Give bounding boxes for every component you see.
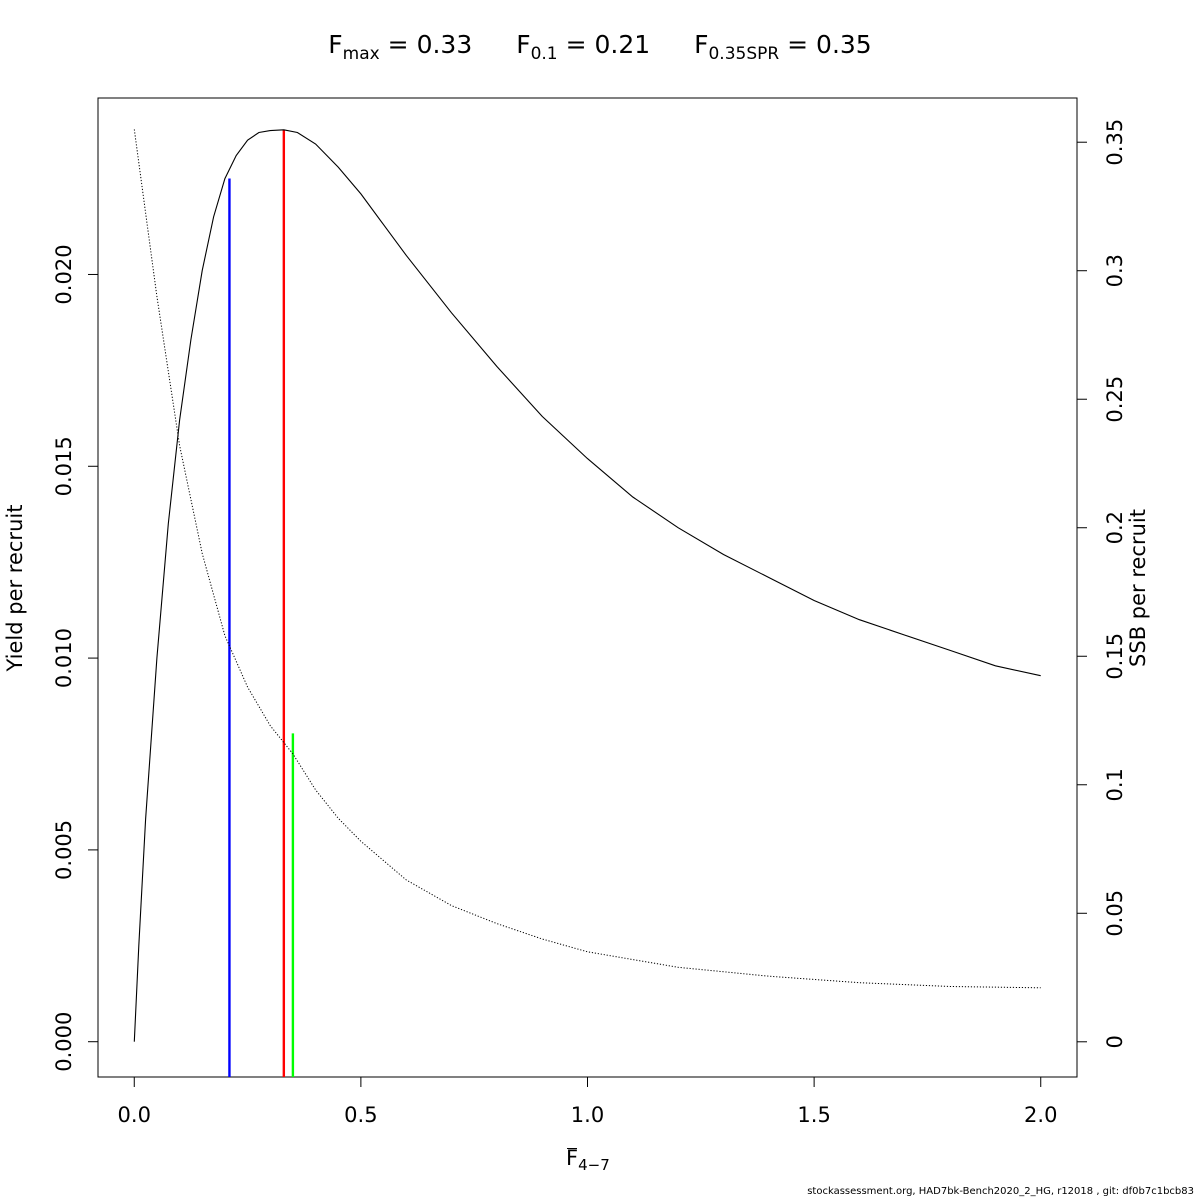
y-left-tick-label: 0.020 <box>52 244 76 304</box>
x-tick-label: 1.5 <box>797 1103 830 1127</box>
y-left-tick-label: 0.000 <box>52 1012 76 1072</box>
x-axis-label-subscript: 4−7 <box>578 1156 610 1174</box>
y-left-tick-label: 0.005 <box>52 820 76 880</box>
x-axis: 0.0 0.5 1.0 1.5 2.0 <box>118 1077 1057 1127</box>
y-right-tick-label: 0 <box>1103 1035 1127 1048</box>
title-fmax: Fmax = 0.33 <box>328 30 473 64</box>
left-y-axis: 0.000 0.005 0.010 0.015 0.020 <box>52 244 98 1072</box>
reference-lines <box>228 129 295 1077</box>
y-right-tick-label: 0.25 <box>1103 376 1127 423</box>
x-axis-label-symbol: F <box>566 1146 579 1170</box>
ssb-per-recruit-curve <box>133 129 1041 989</box>
y-right-tick-label: 0.35 <box>1103 119 1127 166</box>
curves <box>133 129 1041 1042</box>
y-axis-left-label: Yield per recruit <box>3 505 27 673</box>
chart-title: Fmax = 0.33 F0.1 = 0.21 F0.35SPR = 0.35 <box>0 30 1200 64</box>
title-fspr: F0.35SPR = 0.35 <box>694 30 872 64</box>
right-y-axis: 0 0.05 0.1 0.15 0.2 0.25 0.3 0.35 <box>1077 119 1127 1048</box>
x-tick-label: 1.0 <box>571 1103 604 1127</box>
y-right-tick-label: 0.3 <box>1103 254 1127 287</box>
y-right-tick-label: 0.05 <box>1103 890 1127 937</box>
plot-frame <box>97 97 1078 1078</box>
y-axis-right-label: SSB per recruit <box>1126 509 1150 667</box>
x-tick-label: 2.0 <box>1024 1103 1057 1127</box>
yield-per-recruit-curve <box>133 129 1041 1042</box>
title-f01: F0.1 = 0.21 <box>516 30 651 64</box>
y-left-tick-label: 0.010 <box>52 628 76 688</box>
x-tick-label: 0.5 <box>344 1103 377 1127</box>
y-right-tick-label: 0.2 <box>1103 511 1127 544</box>
y-right-tick-label: 0.15 <box>1103 633 1127 680</box>
x-tick-label: 0.0 <box>118 1103 151 1127</box>
x-axis-label: F4−7 <box>566 1146 610 1174</box>
y-right-tick-label: 0.1 <box>1103 768 1127 801</box>
y-left-tick-label: 0.015 <box>52 436 76 496</box>
footer-source: stockassessment.org, HAD7bk-Bench2020_2_… <box>807 1186 1194 1197</box>
